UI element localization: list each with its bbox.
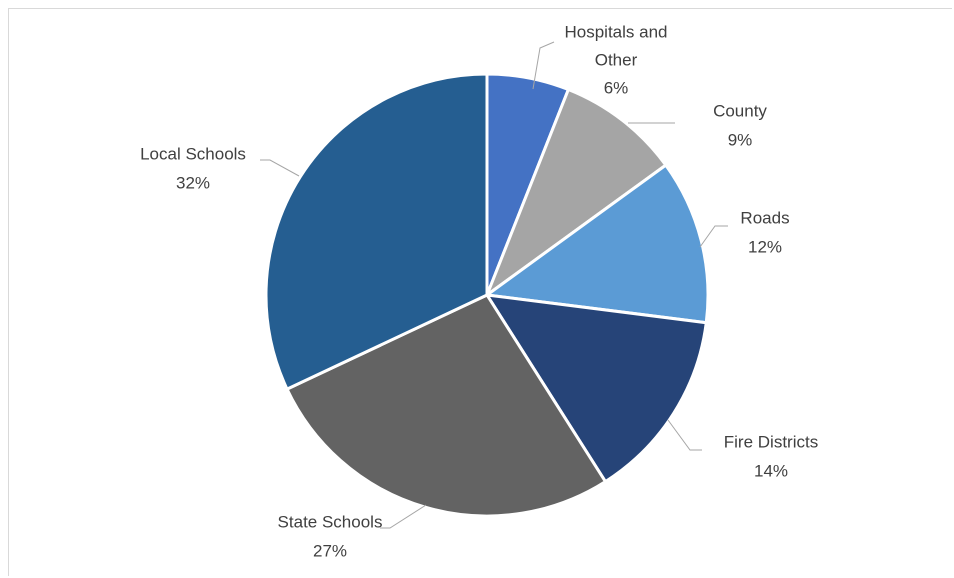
data-label-value-county: 9% [728, 130, 753, 149]
data-label-name-hospitals-and-other-line-2: Other [595, 50, 638, 69]
leader-lines [260, 41, 728, 529]
leader-line-local-schools [260, 159, 300, 177]
pie-slice-state-schools [285, 293, 608, 518]
pie-slice-county [483, 87, 668, 300]
leader-line-fire-districts [667, 419, 702, 451]
pie-slice-fire-districts [484, 293, 708, 484]
pie-slice-roads [483, 163, 710, 325]
data-label-name-county-line-1: County [713, 101, 767, 120]
data-label-name-hospitals-and-other-line-1: Hospitals and [564, 22, 667, 41]
data-label-name-state-schools-line-1: State Schools [278, 512, 383, 531]
data-label-name-roads-line-1: Roads [740, 208, 789, 227]
leader-line-hospitals-and-other [532, 41, 555, 90]
data-label-name-local-schools-line-1: Local Schools [140, 144, 246, 163]
data-label-value-local-schools: 32% [176, 173, 210, 192]
data-label-value-hospitals-and-other: 6% [604, 78, 629, 97]
leader-line-state-schools [380, 504, 427, 529]
leader-line-roads [699, 225, 728, 248]
data-label-name-fire-districts-line-1: Fire Districts [724, 432, 818, 451]
data-label-value-roads: 12% [748, 237, 782, 256]
pie-slice-local-schools [264, 72, 489, 392]
data-label-value-state-schools: 27% [313, 541, 347, 560]
data-label-value-fire-districts: 14% [754, 461, 788, 480]
data-labels: Hospitals and Other 6% County 9% Roads 12% Fire… [140, 22, 818, 560]
pie-slices [264, 72, 710, 518]
